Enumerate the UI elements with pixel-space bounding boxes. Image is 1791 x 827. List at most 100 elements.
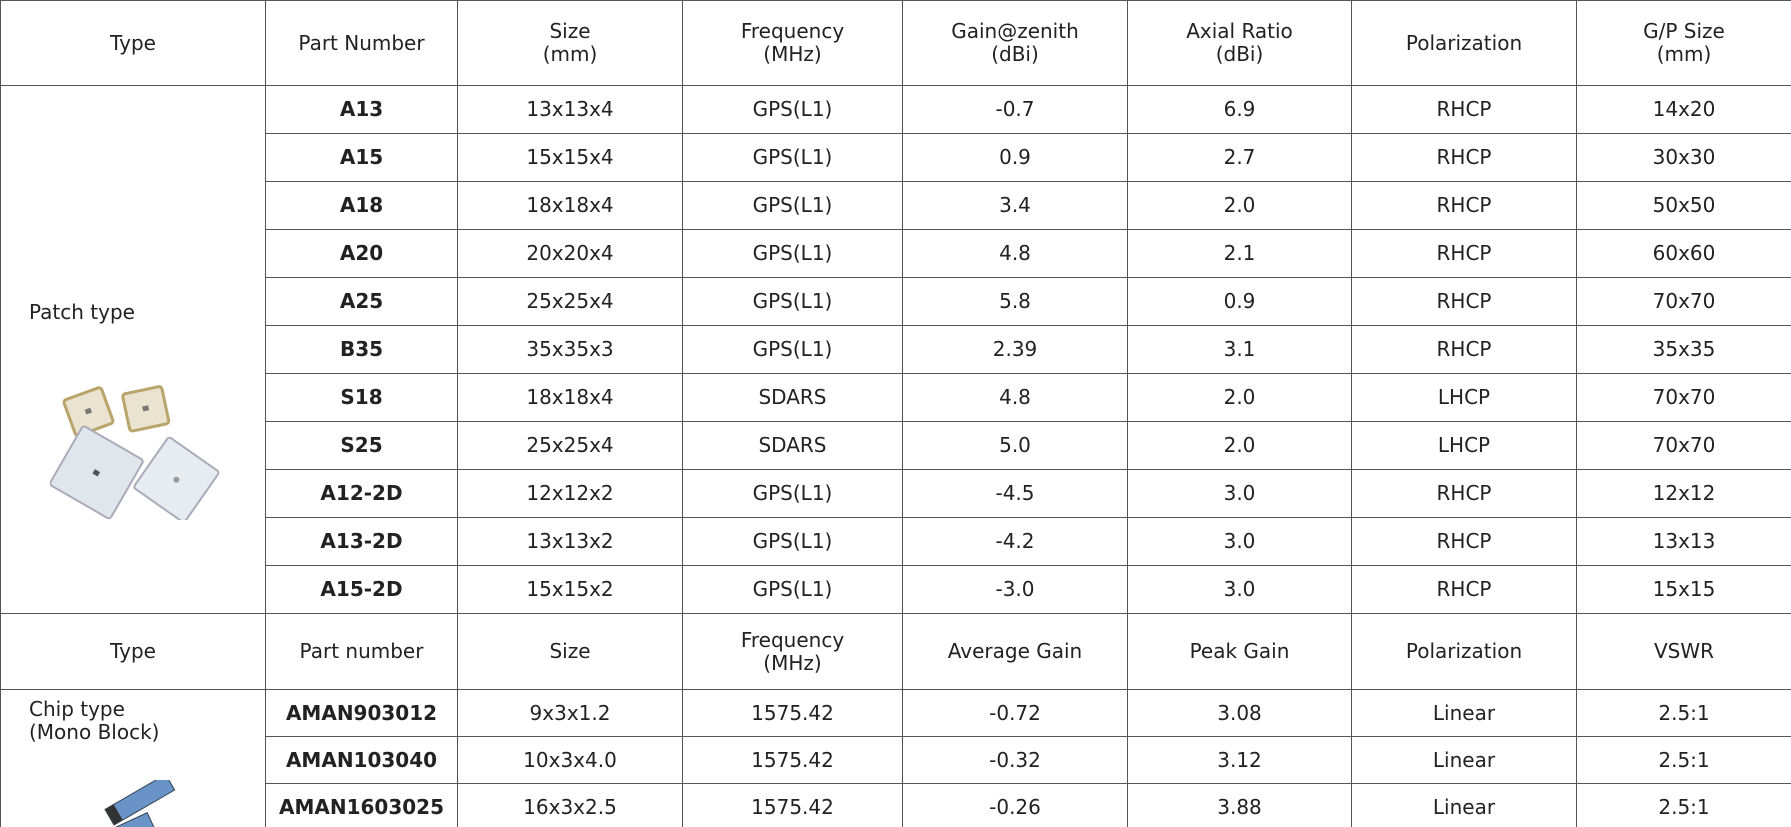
cell: -0.32	[903, 737, 1128, 784]
cell: 35x35	[1577, 326, 1791, 374]
cell: -0.72	[903, 690, 1128, 737]
cell: GPS(L1)	[683, 230, 903, 278]
cell: 14x20	[1577, 86, 1791, 134]
cell: 25x25x4	[458, 422, 683, 470]
part-number: A12-2D	[266, 470, 458, 518]
cell: RHCP	[1352, 566, 1577, 614]
cell: Linear	[1352, 690, 1577, 737]
cell: 1575.42	[683, 690, 903, 737]
cell: 4.8	[903, 374, 1128, 422]
part-number: AMAN103040	[266, 737, 458, 784]
cell: SDARS	[683, 374, 903, 422]
cell: 70x70	[1577, 374, 1791, 422]
cell: 3.88	[1128, 784, 1352, 827]
cell: 13x13	[1577, 518, 1791, 566]
cell: Linear	[1352, 737, 1577, 784]
cell: 12x12	[1577, 470, 1791, 518]
cell: 4.8	[903, 230, 1128, 278]
cell: 35x35x3	[458, 326, 683, 374]
cell: LHCP	[1352, 374, 1577, 422]
cell: GPS(L1)	[683, 566, 903, 614]
cell: 2.0	[1128, 422, 1352, 470]
part-number: S18	[266, 374, 458, 422]
cell: RHCP	[1352, 134, 1577, 182]
type-label: Patch type	[29, 301, 265, 324]
cell: 1575.42	[683, 737, 903, 784]
part-number: A15-2D	[266, 566, 458, 614]
cell: 1575.42	[683, 784, 903, 827]
header-cell: Average Gain	[903, 614, 1128, 690]
part-number: A25	[266, 278, 458, 326]
cell: RHCP	[1352, 182, 1577, 230]
cell: 3.0	[1128, 470, 1352, 518]
spec-table: TypePart NumberSize (mm)Frequency (MHz)G…	[0, 0, 1791, 827]
cell: 15x15x2	[458, 566, 683, 614]
cell: GPS(L1)	[683, 86, 903, 134]
cell: 15x15x4	[458, 134, 683, 182]
cell: GPS(L1)	[683, 134, 903, 182]
cell: RHCP	[1352, 86, 1577, 134]
page: {"table1": { "header": ["Type", "Part Nu…	[0, 0, 1791, 827]
part-number: A13	[266, 86, 458, 134]
cell: 20x20x4	[458, 230, 683, 278]
cell: 18x18x4	[458, 374, 683, 422]
part-number: A15	[266, 134, 458, 182]
part-number: B35	[266, 326, 458, 374]
cell: RHCP	[1352, 230, 1577, 278]
cell: 2.5:1	[1577, 784, 1791, 827]
cell: 6.9	[1128, 86, 1352, 134]
cell: 18x18x4	[458, 182, 683, 230]
header-cell: Frequency (MHz)	[683, 614, 903, 690]
cell: 3.0	[1128, 566, 1352, 614]
part-number: A18	[266, 182, 458, 230]
cell: 2.0	[1128, 374, 1352, 422]
cell: RHCP	[1352, 518, 1577, 566]
cell: 2.5:1	[1577, 737, 1791, 784]
cell: 2.39	[903, 326, 1128, 374]
header-cell: Type	[1, 1, 266, 86]
cell: RHCP	[1352, 326, 1577, 374]
cell: 70x70	[1577, 422, 1791, 470]
header-cell: Type	[1, 614, 266, 690]
cell: 13x13x4	[458, 86, 683, 134]
cell: GPS(L1)	[683, 278, 903, 326]
cell: SDARS	[683, 422, 903, 470]
header-cell: VSWR	[1577, 614, 1791, 690]
cell: 12x12x2	[458, 470, 683, 518]
cell: 16x3x2.5	[458, 784, 683, 827]
cell: -4.2	[903, 518, 1128, 566]
cell: 5.0	[903, 422, 1128, 470]
cell: GPS(L1)	[683, 518, 903, 566]
cell: Linear	[1352, 784, 1577, 827]
cell: 2.5:1	[1577, 690, 1791, 737]
cell: 3.08	[1128, 690, 1352, 737]
cell: 2.1	[1128, 230, 1352, 278]
header-cell: Part number	[266, 614, 458, 690]
header-cell: G/P Size (mm)	[1577, 1, 1791, 86]
type-label: Chip type (Mono Block)	[29, 698, 265, 744]
header-cell: Peak Gain	[1128, 614, 1352, 690]
data-row: A15-2D15x15x2GPS(L1)-3.03.0RHCP15x15	[1, 566, 1791, 614]
cell: -3.0	[903, 566, 1128, 614]
cell: 15x15	[1577, 566, 1791, 614]
cell: RHCP	[1352, 278, 1577, 326]
cell: 10x3x4.0	[458, 737, 683, 784]
cell: -0.7	[903, 86, 1128, 134]
header-cell: Polarization	[1352, 1, 1577, 86]
part-number: S25	[266, 422, 458, 470]
header-cell: Frequency (MHz)	[683, 1, 903, 86]
cell: 3.1	[1128, 326, 1352, 374]
cell: 2.0	[1128, 182, 1352, 230]
cell: GPS(L1)	[683, 182, 903, 230]
